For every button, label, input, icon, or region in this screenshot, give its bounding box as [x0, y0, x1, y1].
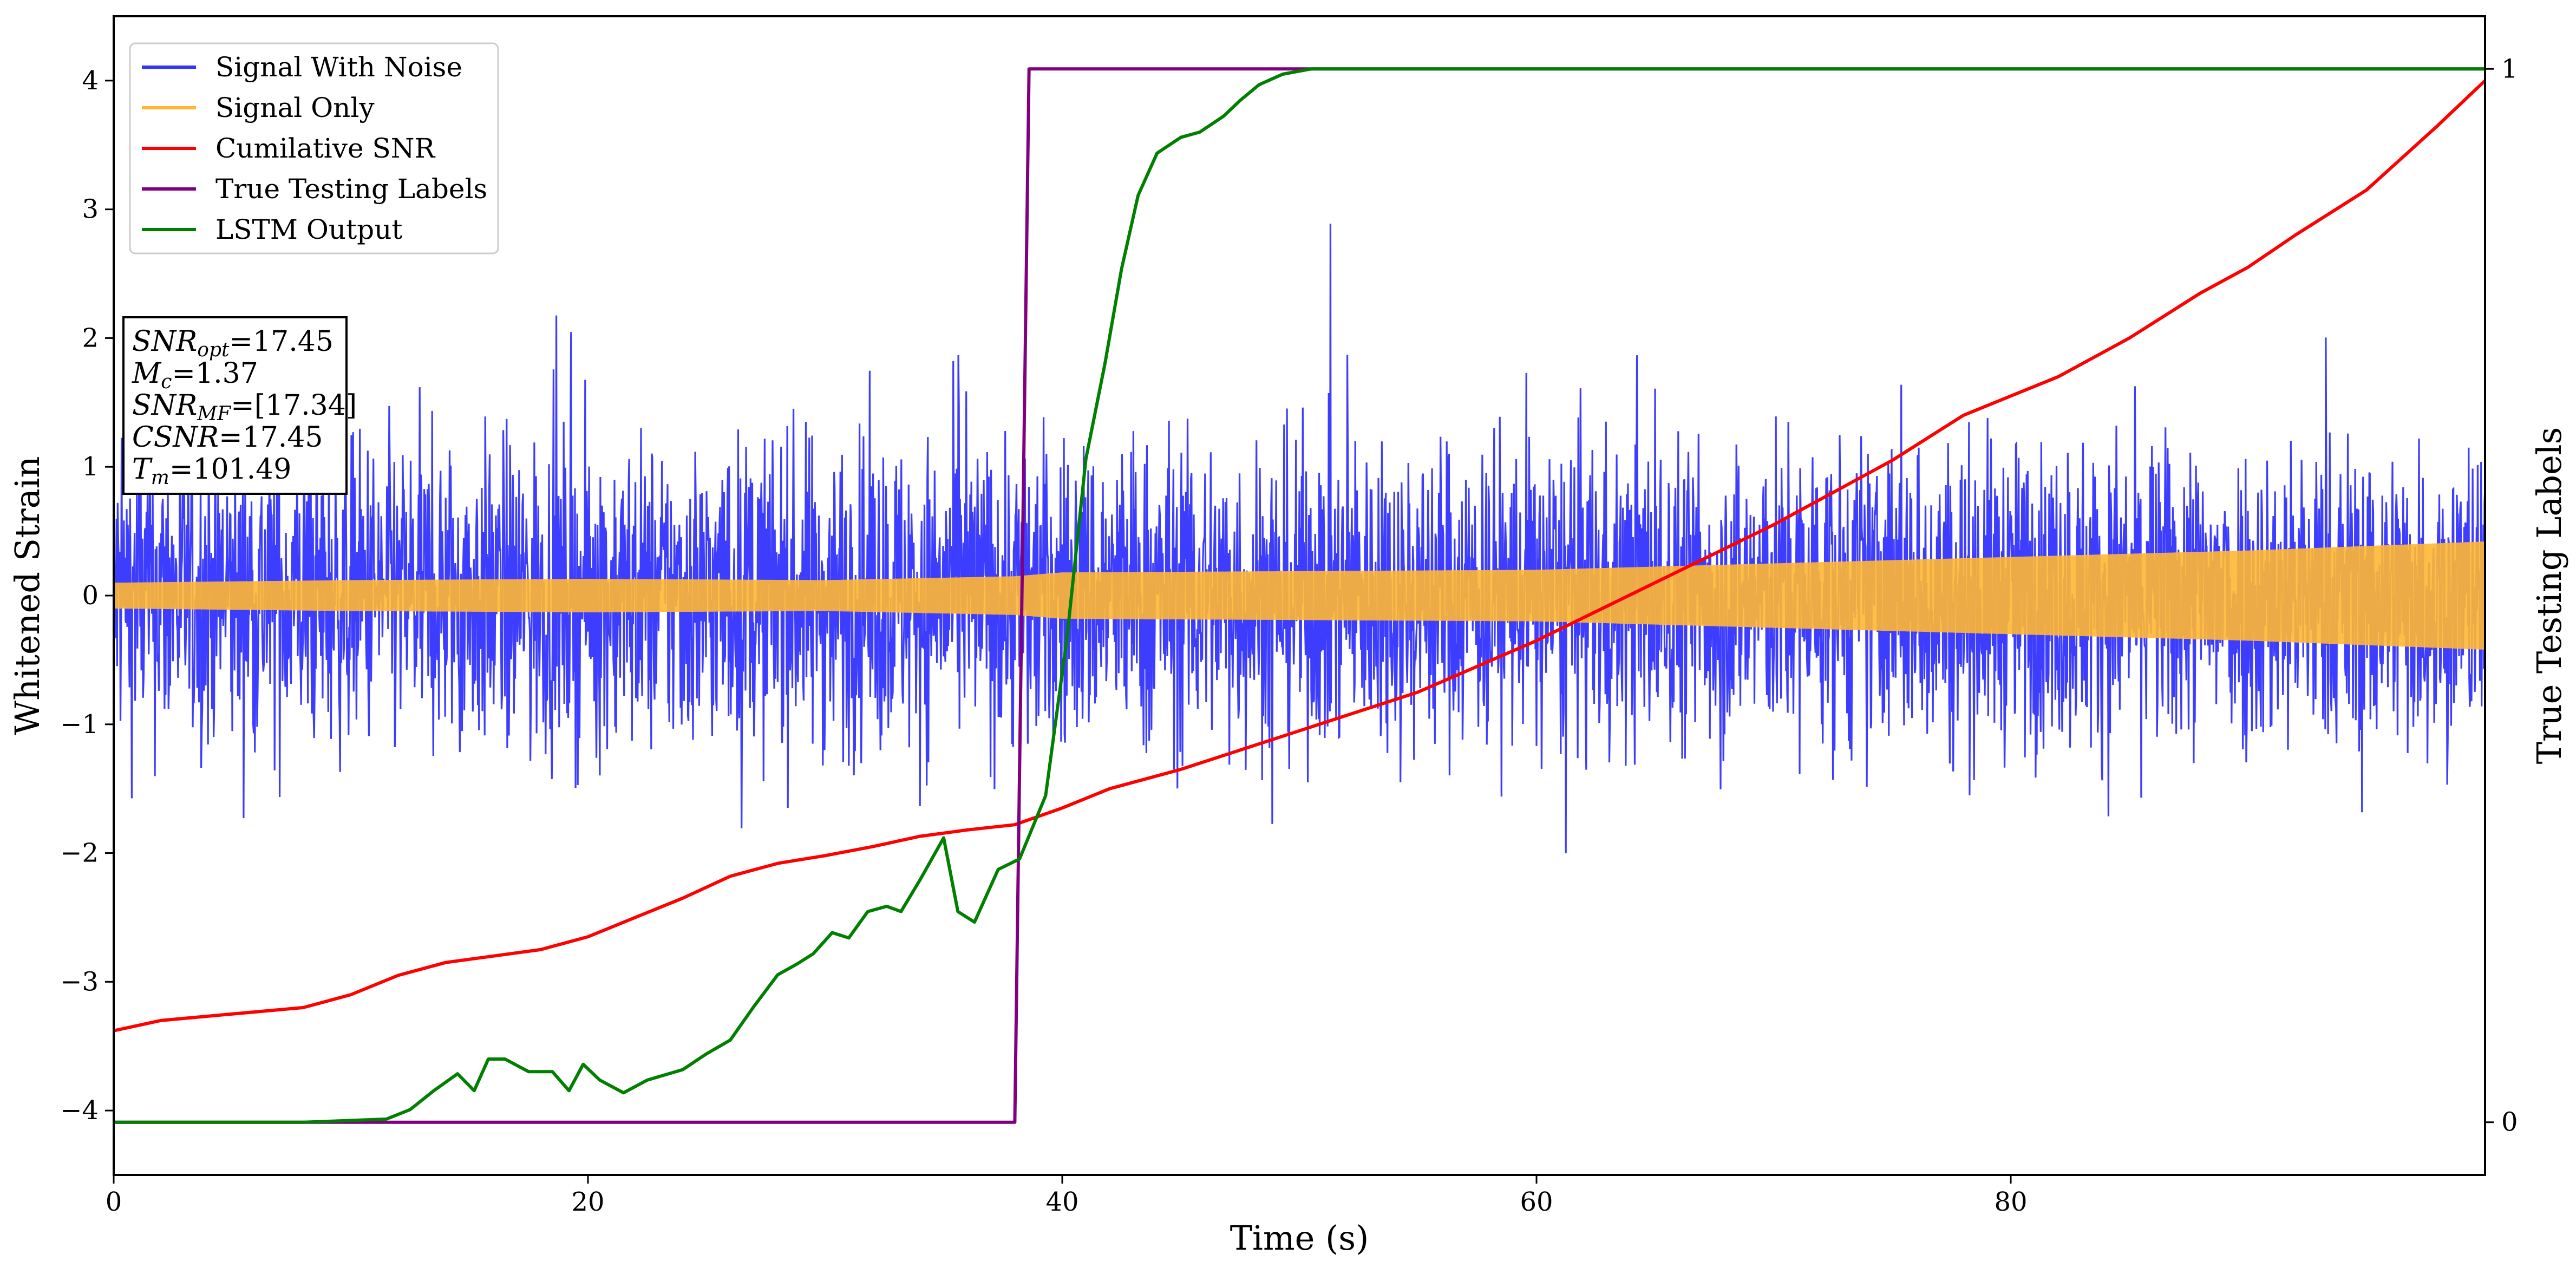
x-axis-ticks: 0 20 40 60 80 — [106, 1175, 2028, 1217]
signal-only-series — [114, 541, 2485, 650]
y-tick-label: −2 — [60, 838, 99, 868]
lstm-output-line — [114, 67, 2485, 1124]
y-tick-label: 4 — [82, 66, 99, 96]
info-box: SNRopt=17.45Mc=1.37SNRMF=[17.34]CSNR=17.… — [122, 316, 357, 495]
signal-with-noise-line — [114, 224, 2485, 854]
info-box-line: SNRMF=[17.34] — [132, 389, 357, 425]
y-axis-ticks: −4 −3 −2 −1 0 1 2 3 4 — [60, 66, 114, 1126]
legend-label: True Testing Labels — [215, 173, 487, 205]
legend-box — [129, 42, 499, 254]
y-tick-label: 3 — [82, 194, 99, 225]
signal-with-noise-series — [114, 224, 2485, 854]
right-tick-label: 0 — [2501, 1107, 2518, 1138]
x-tick-label: 40 — [1045, 1187, 1078, 1217]
info-box-line: Mc=1.37 — [132, 357, 258, 393]
info-box-line: CSNR=17.45 — [132, 421, 323, 454]
x-tick-label: 80 — [1994, 1187, 2027, 1217]
right-tick-label: 1 — [2501, 54, 2518, 84]
x-axis-label: Time (s) — [1230, 1218, 1369, 1258]
info-box-frame — [122, 316, 348, 495]
y-tick-label: −4 — [60, 1095, 99, 1126]
right-axis-label: True Testing Labels — [2529, 427, 2569, 765]
signal-only-line — [114, 541, 2485, 650]
y-tick-label: 2 — [82, 323, 99, 353]
y-tick-label: 1 — [82, 452, 99, 482]
info-box-line: Tm=101.49 — [132, 453, 291, 489]
right-axis-ticks: 01 — [2485, 54, 2518, 1138]
legend: Signal With Noise Signal Only Cumilative S… — [129, 42, 499, 254]
y-tick-label: −1 — [60, 709, 99, 740]
y-tick-label: −3 — [60, 966, 99, 997]
y-axis-label: Whitened Strain — [8, 456, 47, 735]
x-tick-label: 20 — [571, 1187, 604, 1217]
x-tick-label: 60 — [1520, 1187, 1553, 1217]
legend-label: Cumilative SNR — [215, 133, 435, 164]
legend-label: Signal Only — [215, 92, 375, 123]
y-tick-label: 0 — [82, 580, 99, 611]
legend-label: Signal With Noise — [215, 51, 462, 83]
plot-area — [114, 67, 2485, 1124]
line-series-group — [114, 67, 2485, 1124]
legend-label: LSTM Output — [215, 214, 402, 245]
info-box-line: SNRopt=17.45 — [132, 325, 334, 361]
x-tick-label: 0 — [106, 1187, 122, 1217]
